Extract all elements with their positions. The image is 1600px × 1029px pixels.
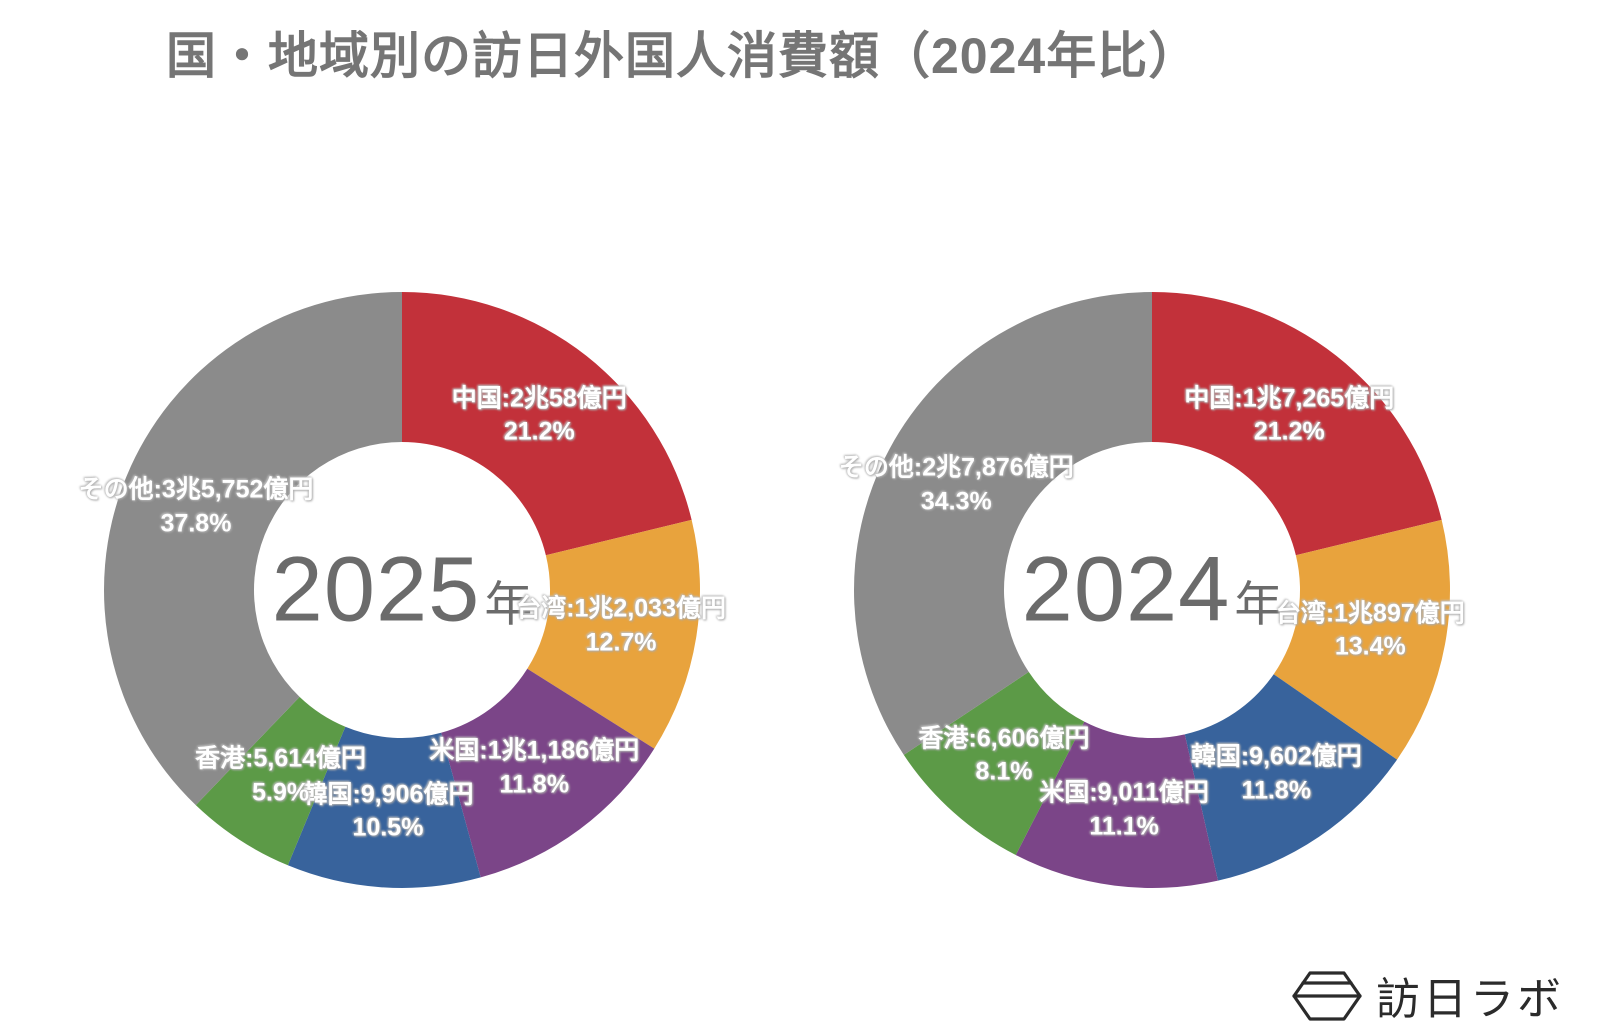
pie-slice-0 (1152, 292, 1442, 556)
pie-slice-4 (195, 696, 346, 866)
pie-slice-1 (527, 519, 700, 749)
pie-slice-3 (1015, 721, 1218, 888)
donut-chart-2024: 2024 年 中国:1兆7,265億円 21.2% 台湾:1兆897億円 13.4% 韓… (839, 290, 1465, 890)
chart-title: 国・地域別の訪日外国人消費額（2024年比） (166, 28, 1200, 84)
pie-slice-2 (1184, 674, 1398, 881)
donut-svg (104, 292, 700, 889)
year-suffix: 年 (1234, 578, 1283, 632)
pie-slice-3 (287, 726, 481, 889)
hexagon-logo-icon (1292, 971, 1362, 1021)
brand-logo-text: 訪日ラボ (1376, 975, 1564, 1024)
pie-slice-2 (441, 668, 655, 878)
year-number: 2025 (271, 538, 481, 641)
year-suffix: 年 (484, 578, 533, 632)
donut-chart-2025: 2025 年 中国:2兆58億円 21.2% 台湾:1兆2,033億円 12.7% 米国… (79, 290, 726, 890)
pie-slice-0 (402, 292, 692, 556)
pie-slice-5 (853, 292, 1152, 755)
donut-svg (853, 292, 1450, 888)
center-year-2025: 2025 年 (272, 538, 533, 643)
pie-slice-5 (104, 292, 403, 806)
pie-slice-4 (903, 671, 1085, 856)
brand-logo: 訪日ラボ (1292, 963, 1564, 1027)
center-year-2024: 2024 年 (1022, 538, 1283, 643)
year-number: 2024 (1021, 538, 1231, 641)
pie-slice-1 (1273, 519, 1450, 760)
